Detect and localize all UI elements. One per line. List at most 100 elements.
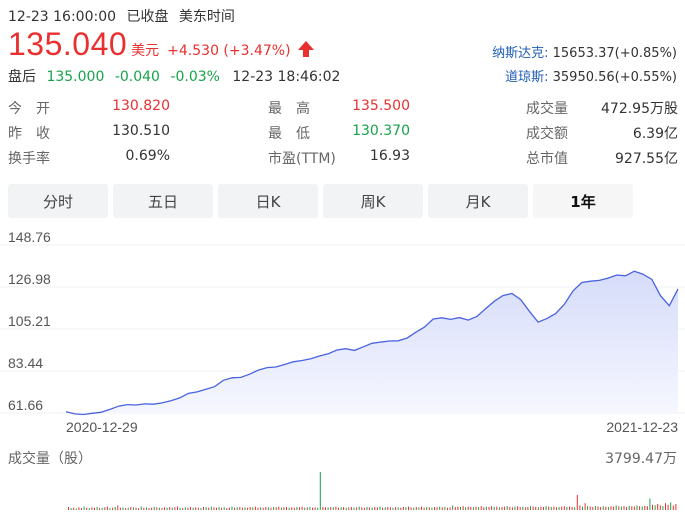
quote-datetime: 12-23 16:00:00 bbox=[8, 9, 117, 25]
volume-bar bbox=[413, 507, 415, 510]
volume-bar bbox=[218, 507, 220, 510]
volume-bar bbox=[389, 507, 391, 510]
volume-bar bbox=[613, 506, 615, 510]
volume-bar bbox=[465, 507, 467, 510]
volume-bar bbox=[319, 472, 321, 510]
volume-bar bbox=[428, 507, 430, 510]
volume-bar bbox=[665, 503, 666, 510]
volume-bar bbox=[78, 507, 80, 510]
volume-bar bbox=[330, 507, 332, 510]
stat-label: 市盈(TTM) bbox=[268, 150, 336, 167]
volume-bar bbox=[387, 507, 389, 510]
volume-bar bbox=[267, 507, 269, 510]
volume-bar bbox=[356, 507, 358, 510]
volume-bar bbox=[618, 506, 620, 510]
volume-bar bbox=[361, 507, 363, 510]
volume-bar bbox=[158, 507, 160, 510]
volume-bar bbox=[278, 506, 280, 510]
volume-bar bbox=[366, 507, 368, 510]
tab-1[interactable]: 分时 bbox=[8, 184, 108, 218]
volume-bar bbox=[205, 507, 207, 510]
volume-max-label: 3799.47万 bbox=[605, 451, 677, 467]
volume-bar bbox=[101, 507, 103, 510]
volume-title: 成交量（股） bbox=[8, 451, 92, 467]
volume-bar bbox=[286, 507, 287, 510]
volume-bar bbox=[535, 507, 537, 510]
volume-bar bbox=[662, 506, 664, 510]
volume-bar bbox=[587, 506, 589, 510]
stat-cell: 市盈(TTM) 16.93 bbox=[248, 148, 478, 168]
index-nasdaq[interactable]: 纳斯达克: 15653.37(+0.85%) bbox=[492, 42, 677, 61]
volume-bar bbox=[652, 504, 653, 510]
volume-bar bbox=[537, 507, 539, 510]
volume-bar bbox=[216, 507, 217, 510]
after-hours-row: 盘后 135.000 -0.040 -0.03% 12-23 18:46:02 bbox=[8, 66, 340, 86]
y-tick-label: 105.21 bbox=[8, 313, 51, 329]
volume-bar bbox=[236, 507, 238, 510]
volume-bar bbox=[148, 508, 150, 510]
volume-bar bbox=[182, 508, 184, 510]
volume-bar bbox=[358, 506, 360, 510]
volume-bar bbox=[138, 508, 140, 510]
volume-bar bbox=[135, 507, 137, 510]
after-hours-label: 盘后 bbox=[8, 69, 36, 85]
index-name[interactable]: 纳斯达克: bbox=[492, 46, 549, 61]
volume-bar bbox=[423, 507, 425, 510]
tab-2[interactable]: 五日 bbox=[113, 184, 213, 218]
volume-bar bbox=[654, 505, 656, 510]
index-name[interactable]: 道琼斯: bbox=[505, 70, 549, 85]
volume-bar bbox=[496, 506, 498, 510]
volume-bar bbox=[527, 507, 529, 510]
volume-bar bbox=[582, 506, 583, 510]
volume-bar bbox=[104, 507, 106, 510]
volume-bar bbox=[563, 506, 565, 510]
volume-bar bbox=[483, 507, 485, 510]
stat-value: 6.39亿 bbox=[632, 125, 678, 142]
volume-bar bbox=[75, 508, 77, 510]
market-status: 已收盘 bbox=[126, 9, 169, 25]
tab-6[interactable]: 1年 bbox=[533, 184, 633, 218]
volume-bar bbox=[275, 507, 277, 510]
index-dow[interactable]: 道琼斯: 35950.56(+0.55%) bbox=[505, 66, 677, 85]
volume-bar bbox=[293, 507, 295, 510]
tab-3[interactable]: 日K bbox=[218, 184, 318, 218]
tab-4[interactable]: 周K bbox=[323, 184, 423, 218]
volume-bar bbox=[327, 507, 329, 510]
currency-label: 美元 bbox=[131, 43, 160, 59]
volume-bar bbox=[569, 506, 570, 510]
volume-bar bbox=[485, 506, 487, 510]
volume-bar bbox=[426, 507, 428, 510]
volume-bar bbox=[265, 507, 267, 510]
volume-bar bbox=[306, 507, 308, 510]
stat-label: 最 高 bbox=[268, 100, 310, 117]
volume-bar bbox=[462, 506, 464, 510]
volume-bar bbox=[478, 507, 480, 510]
volume-bar bbox=[530, 506, 531, 510]
volume-bar bbox=[532, 506, 534, 510]
volume-bar bbox=[415, 507, 417, 510]
volume-bar bbox=[514, 506, 516, 510]
volume-bar bbox=[208, 507, 210, 510]
volume-bar bbox=[561, 506, 563, 510]
stat-value: 472.95万股 bbox=[601, 100, 678, 117]
stat-cell: 成交量 472.95万股 bbox=[478, 98, 678, 118]
tab-5[interactable]: 月K bbox=[428, 184, 528, 218]
volume-bar bbox=[345, 507, 347, 510]
volume-bar bbox=[382, 507, 384, 510]
x-tick-label: 2021-12-23 bbox=[606, 419, 678, 435]
volume-bar bbox=[644, 505, 646, 510]
volume-bar bbox=[86, 507, 88, 510]
volume-bar bbox=[304, 507, 306, 510]
volume-bar bbox=[480, 506, 482, 510]
volume-bar bbox=[605, 506, 607, 510]
volume-bar bbox=[579, 505, 581, 510]
volume-bar bbox=[566, 507, 568, 510]
volume-bar bbox=[312, 507, 313, 510]
price-chart[interactable]: 148.76 126.98 105.21 83.44 61.66 2020-12-29 20… bbox=[0, 225, 685, 440]
volume-bar bbox=[314, 507, 316, 510]
volume-bar bbox=[228, 507, 230, 510]
volume-bar bbox=[421, 506, 422, 510]
volume-bar bbox=[252, 507, 254, 510]
volume-bar bbox=[223, 507, 225, 510]
index-value: 35950.56(+0.55%) bbox=[552, 70, 677, 85]
